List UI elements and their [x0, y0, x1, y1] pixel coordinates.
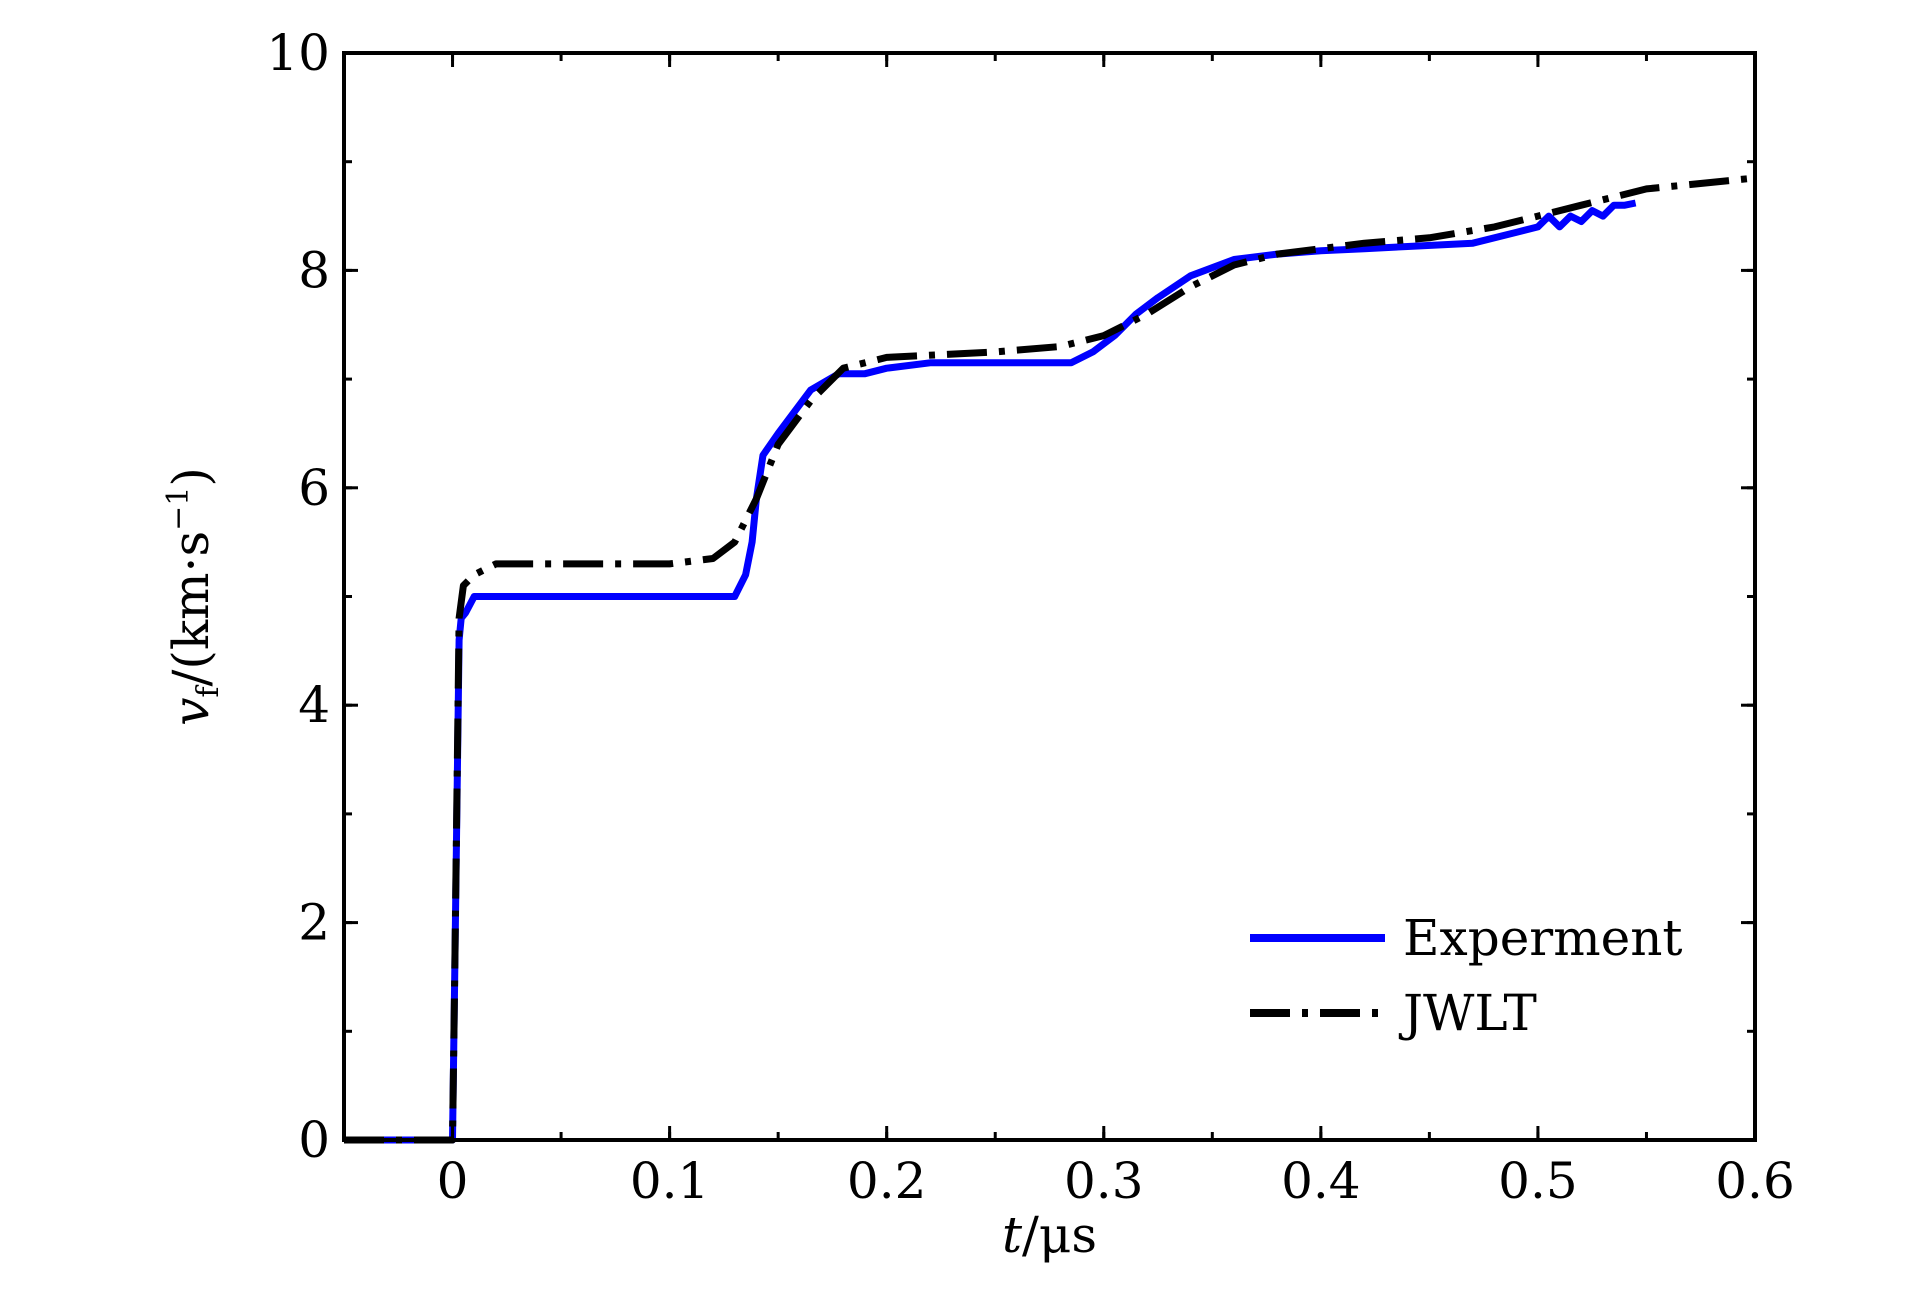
x-axis-unit: μs: [1039, 1206, 1097, 1264]
y-tick-label: 2: [298, 894, 330, 952]
y-tick-label: 0: [298, 1111, 330, 1169]
legend-label-1: JWLT: [1398, 984, 1537, 1042]
y-tick-label: 6: [298, 459, 330, 517]
y-axis-subscript: f: [191, 685, 226, 698]
tick-layer: 0 0.1 0.2 0.3 0.4 0.5 0.6 0 2 4 6 8 10: [266, 24, 1794, 1210]
x-tick-label: 0.6: [1715, 1152, 1795, 1210]
x-tick-label: 0.1: [630, 1152, 710, 1210]
series-layer: [344, 174, 1756, 1144]
y-axis-superscript: −1: [161, 487, 196, 531]
x-tick-label: 0.4: [1281, 1152, 1361, 1210]
series-line-1: [344, 174, 1756, 1144]
x-tick-label: 0.5: [1498, 1152, 1578, 1210]
series-line-0: [344, 199, 1637, 1144]
y-axis-unit-open: /(km·s: [162, 531, 220, 687]
x-tick-label: 0.3: [1064, 1152, 1144, 1210]
x-tick-label: 0.2: [847, 1152, 927, 1210]
x-tick-label: 0: [437, 1152, 469, 1210]
y-tick-label: 10: [266, 24, 330, 82]
y-tick-label: 8: [298, 241, 330, 299]
x-axis-var: t: [1002, 1206, 1023, 1264]
x-axis-sep: /: [1022, 1206, 1039, 1264]
legend-label-0: Experment: [1403, 909, 1683, 967]
y-axis-unit-close: ): [162, 467, 220, 487]
x-axis-label: t/μs: [1002, 1206, 1097, 1264]
legend: Experment JWLT: [1250, 909, 1683, 1042]
y-axis-var: v: [162, 698, 220, 726]
y-tick-label: 4: [298, 676, 330, 734]
y-axis-label: vf/(km·s−1): [161, 467, 226, 726]
